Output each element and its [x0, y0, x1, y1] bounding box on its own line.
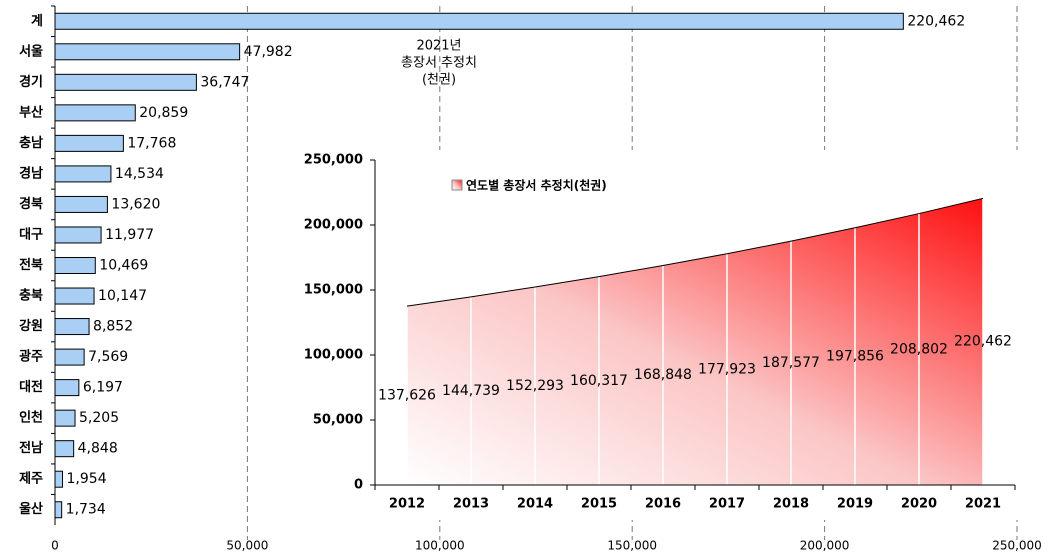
value-label: 47,982 — [244, 44, 293, 60]
bar — [54, 409, 76, 427]
y-tick-label: 강원 — [19, 318, 43, 334]
y-tick-label: 대전 — [19, 379, 43, 395]
value-label: 8,852 — [93, 319, 133, 335]
value-label: 137,626 — [378, 388, 436, 404]
annotation: (천권) — [422, 73, 456, 88]
value-label: 1,734 — [66, 502, 106, 518]
bar — [54, 73, 197, 91]
bar — [54, 318, 90, 336]
x-tick-label: 100,000 — [415, 539, 465, 553]
bar — [54, 501, 63, 519]
x-tick-label: 200,000 — [800, 539, 850, 553]
value-label: 168,848 — [634, 367, 692, 383]
value-label: 152,293 — [506, 378, 564, 394]
value-label: 187,577 — [762, 355, 820, 371]
y-tick-label: 계 — [31, 14, 43, 29]
y-tick-label: 울산 — [19, 501, 43, 517]
y-tick-label: 경북 — [19, 196, 43, 212]
annotation: 2021년 — [416, 39, 461, 54]
value-label: 220,462 — [907, 13, 965, 29]
bar — [54, 104, 136, 122]
y-tick-label: 경남 — [19, 165, 43, 181]
annotation: 총장서 추정치 — [401, 56, 477, 71]
y-tick-label: 제주 — [19, 472, 43, 487]
x-tick-label: 2017 — [709, 497, 745, 512]
bar — [54, 348, 85, 366]
y-tick-label: 서울 — [19, 43, 43, 59]
line — [406, 197, 984, 307]
value-label: 14,534 — [115, 166, 164, 182]
x-tick-label: 2020 — [901, 497, 937, 512]
value-label: 4,848 — [78, 441, 118, 457]
x-tick-label: 50,000 — [226, 539, 268, 553]
value-label: 20,859 — [139, 105, 188, 121]
value-label: 13,620 — [111, 196, 160, 212]
value-label: 144,739 — [442, 383, 500, 399]
value-label: 17,768 — [127, 135, 176, 151]
bar — [54, 287, 95, 305]
value-label: 220,462 — [954, 334, 1012, 350]
bar — [54, 470, 64, 488]
value-label: 11,977 — [105, 227, 154, 243]
value-label: 36,747 — [200, 74, 249, 90]
bar — [54, 165, 112, 183]
bar — [54, 43, 241, 61]
x-tick-label: 2015 — [581, 497, 617, 512]
x-tick-label: 2018 — [773, 497, 809, 512]
y-tick-label: 50,000 — [313, 413, 363, 428]
y-tick-label: 충북 — [19, 288, 43, 304]
x-tick-label: 2019 — [837, 497, 873, 512]
value-label: 10,469 — [99, 258, 148, 274]
bar — [54, 440, 75, 458]
y-tick-label: 대구 — [19, 227, 43, 242]
value-label: 5,205 — [79, 410, 119, 426]
bar — [54, 195, 108, 213]
y-tick-label: 150,000 — [304, 283, 363, 298]
value-label: 160,317 — [570, 373, 628, 389]
y-tick-label: 100,000 — [304, 348, 363, 363]
y-tick-label: 전북 — [19, 257, 43, 273]
y-tick-label: 광주 — [19, 350, 43, 365]
x-tick-label: 2014 — [517, 497, 553, 512]
bar — [54, 379, 80, 397]
value-label: 6,197 — [83, 380, 123, 396]
x-tick-label: 150,000 — [607, 539, 657, 553]
y-tick-label: 충남 — [19, 135, 43, 151]
bar — [54, 134, 124, 152]
y-tick-label: 전남 — [19, 440, 43, 456]
value-label: 197,856 — [826, 348, 884, 364]
value-label: 177,923 — [698, 361, 756, 377]
bar — [54, 226, 102, 244]
value-label: 1,954 — [67, 471, 107, 487]
area — [407, 198, 983, 485]
legend-label: 연도별 총장서 추정치(천권) — [466, 178, 607, 193]
x-tick-label: 2016 — [645, 497, 681, 512]
x-tick-label: 2013 — [453, 497, 489, 512]
y-tick-label: 250,000 — [304, 153, 363, 168]
x-tick-label: 2012 — [389, 497, 425, 512]
legend-swatch — [451, 179, 463, 191]
bar — [54, 257, 96, 274]
y-tick-label: 경기 — [19, 74, 43, 90]
bar — [54, 12, 904, 30]
value-label: 10,147 — [98, 288, 147, 304]
x-tick-label: 0 — [51, 539, 59, 553]
y-tick-label: 인천 — [19, 410, 43, 426]
y-tick-label: 200,000 — [304, 218, 363, 233]
value-label: 208,802 — [890, 341, 948, 357]
y-tick-label: 0 — [354, 478, 363, 493]
x-tick-label: 2021 — [965, 497, 1001, 512]
y-tick-label: 부산 — [19, 104, 43, 120]
value-label: 7,569 — [88, 349, 128, 365]
x-tick-label: 250,000 — [992, 539, 1042, 553]
